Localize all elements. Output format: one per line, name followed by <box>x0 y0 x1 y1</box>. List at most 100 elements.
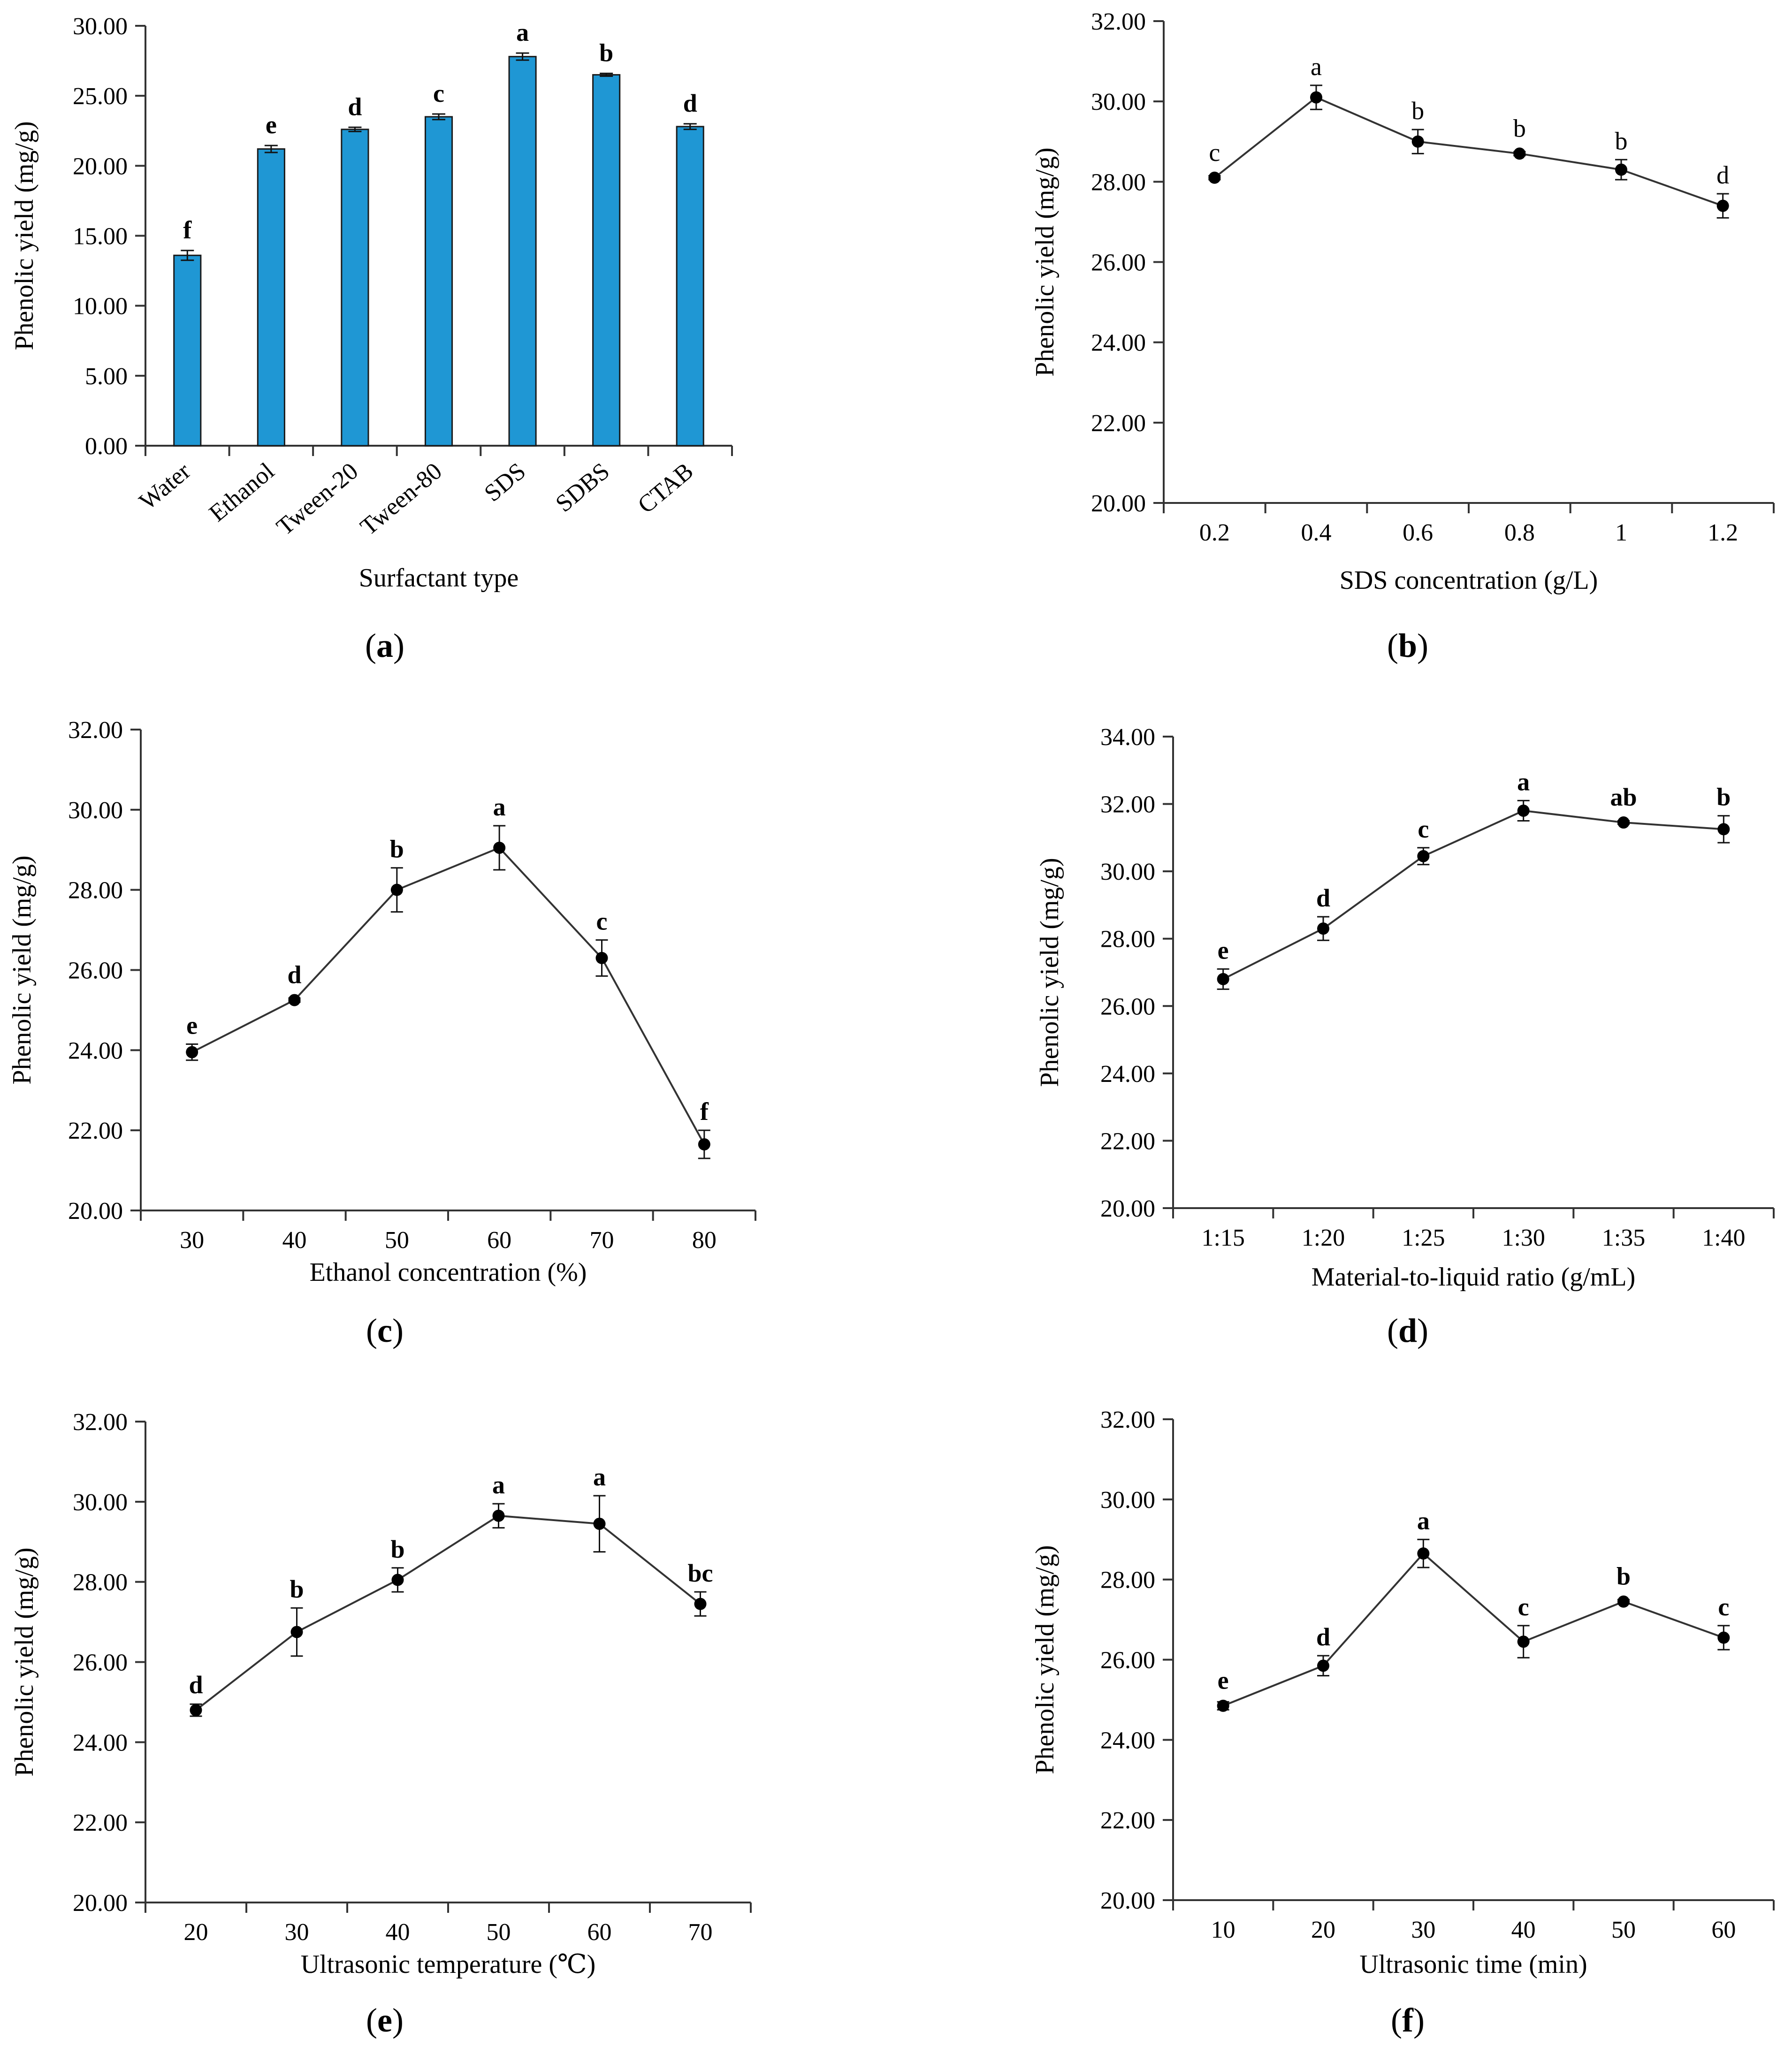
chart-panel-d: 20.00 22.00 24.00 26.00 28.00 30.00 32.00 34.00… <box>1035 724 1775 1349</box>
y-tick-label: 0.00 <box>85 433 128 460</box>
x-tick-label: 0.2 <box>1199 519 1230 546</box>
data-point <box>1617 1595 1630 1608</box>
bar-ethanol <box>257 148 285 447</box>
data-point <box>595 951 608 964</box>
panel-label: (a) <box>365 627 404 664</box>
y-tick-label: 28.00 <box>68 877 123 904</box>
significance-label: bc <box>688 1559 713 1587</box>
significance-label: c <box>1418 815 1429 843</box>
x-tick-label: 50 <box>1611 1917 1636 1943</box>
y-tick-label: 22.00 <box>1100 1807 1155 1834</box>
data-point <box>1310 91 1322 104</box>
data-point <box>1617 816 1630 829</box>
y-tick-label: 20.00 <box>1100 1887 1155 1914</box>
y-axis-title: Phenolic yield (mg/g) <box>10 121 39 350</box>
data-point <box>1217 973 1229 985</box>
x-tick-label: 30 <box>1411 1917 1435 1943</box>
significance-label: d <box>1316 1623 1330 1651</box>
series-line <box>191 846 705 1145</box>
panel-label: (e) <box>366 2001 404 2039</box>
x-tick-label: 40 <box>282 1227 307 1254</box>
y-tick-label: 10.00 <box>73 293 128 320</box>
y-tick-label: 28.00 <box>1100 926 1155 953</box>
data-point <box>391 1574 404 1586</box>
x-axis-title: Ultrasonic temperature (℃) <box>301 1950 596 1979</box>
y-tick-label: 26.00 <box>1100 1647 1155 1674</box>
y-tick-label: 32.00 <box>1100 1407 1155 1433</box>
x-tick-label: 20 <box>1311 1917 1335 1943</box>
data-point <box>1317 922 1329 935</box>
chart-panel-c: 20.00 22.00 24.00 26.00 28.00 30.00 32.00 e 30 d 4… <box>8 717 756 1349</box>
significance-label: b <box>1716 783 1731 811</box>
significance-label: d <box>348 92 362 121</box>
x-tick-label: 1:30 <box>1502 1225 1545 1251</box>
data-point <box>1317 1659 1329 1672</box>
x-tick-label: Tween-20 <box>272 458 363 541</box>
x-tick-label: 1:25 <box>1402 1225 1445 1251</box>
x-axis-title: Ultrasonic time (min) <box>1359 1950 1587 1979</box>
data-point <box>492 1509 505 1522</box>
chart-panel-b: 20.00 22.00 24.00 26.00 28.00 30.00 32.00 c 0.2 a… <box>1030 8 1775 664</box>
x-tick-label: SDS <box>480 458 531 507</box>
y-tick-label: 20.00 <box>1100 1195 1155 1222</box>
y-tick-label: 32.00 <box>73 1409 128 1436</box>
y-tick-label: 20.00 <box>73 1890 128 1917</box>
significance-label: b <box>390 835 404 863</box>
bar-water <box>173 254 202 447</box>
bar-ctab <box>676 126 704 447</box>
data-point <box>1208 171 1221 184</box>
x-tick-label: SDBS <box>551 458 615 517</box>
y-tick-label: 30.00 <box>73 13 128 40</box>
x-tick-label: 1:15 <box>1201 1225 1244 1251</box>
bar-tween-80 <box>424 116 453 447</box>
y-tick-label: 28.00 <box>73 1569 128 1596</box>
y-tick-label: 20.00 <box>73 153 128 180</box>
y-tick-label: 32.00 <box>1091 8 1146 35</box>
y-tick-label: 30.00 <box>1091 89 1146 115</box>
y-axis-title: Phenolic yield (mg/g) <box>1030 147 1060 376</box>
significance-label: d <box>287 961 301 989</box>
significance-label: f <box>183 216 192 244</box>
data-point <box>186 1046 198 1058</box>
x-tick-label: 30 <box>180 1227 204 1254</box>
bar-sdbs <box>592 74 621 447</box>
significance-label: a <box>493 793 506 821</box>
chart-panel-e: 20.00 22.00 24.00 26.00 28.00 30.00 32.00 d 20 b 3… <box>10 1409 752 2039</box>
y-tick-label: 30.00 <box>1100 1487 1155 1514</box>
x-tick-label: 70 <box>688 1919 713 1946</box>
x-tick-label: 1:35 <box>1602 1225 1645 1251</box>
significance-label: c <box>433 79 444 107</box>
y-tick-label: 26.00 <box>1091 250 1146 276</box>
data-point <box>1217 1699 1229 1712</box>
y-tick-label: 22.00 <box>1091 410 1146 437</box>
significance-label: b <box>1513 114 1526 142</box>
y-tick-label: 24.00 <box>73 1729 128 1756</box>
data-point <box>1716 199 1729 212</box>
significance-label: f <box>700 1097 709 1126</box>
series-line <box>1222 1552 1724 1707</box>
panel-label: (b) <box>1387 627 1428 664</box>
y-axis-title: Phenolic yield (mg/g) <box>8 855 37 1084</box>
data-point <box>190 1704 202 1716</box>
y-tick-label: 24.00 <box>68 1037 123 1064</box>
x-tick-label: 0.6 <box>1403 519 1433 546</box>
significance-label: a <box>1517 768 1530 796</box>
x-tick-label: 0.8 <box>1504 519 1535 546</box>
x-tick-label: 50 <box>385 1227 409 1254</box>
y-tick-label: 24.00 <box>1100 1727 1155 1754</box>
data-point <box>1517 1636 1530 1648</box>
significance-label: a <box>492 1471 505 1499</box>
data-point <box>1417 1547 1430 1560</box>
data-point <box>1411 135 1424 148</box>
y-tick-label: 34.00 <box>1100 724 1155 751</box>
x-tick-label: 60 <box>587 1919 612 1946</box>
significance-label: b <box>290 1575 304 1603</box>
x-tick-label: CTAB <box>633 458 699 519</box>
y-tick-label: 26.00 <box>1100 993 1155 1020</box>
significance-label: a <box>516 18 529 46</box>
y-tick-label: 24.00 <box>1100 1061 1155 1088</box>
y-tick-label: 28.00 <box>1091 169 1146 196</box>
significance-label: e <box>186 1012 198 1040</box>
x-tick-label: 1:20 <box>1302 1225 1345 1251</box>
